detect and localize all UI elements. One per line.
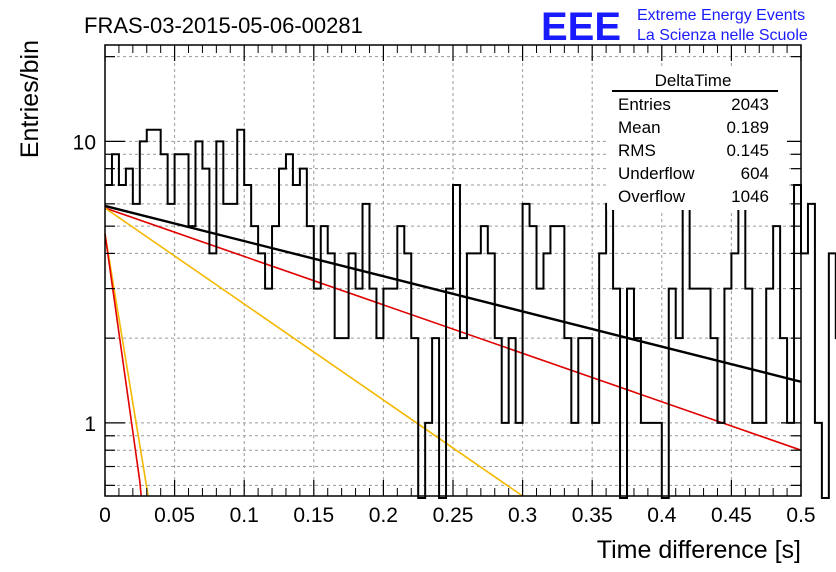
y-tick-label: 1 [84, 413, 96, 436]
stats-row-value: 1046 [731, 187, 769, 206]
eee-logo-letters: EEE [541, 5, 621, 49]
x-tick-label: 0.05 [154, 504, 195, 527]
stats-row-value: 604 [741, 164, 769, 183]
y-tick-label: 10 [73, 131, 96, 154]
chart-title: FRAS-03-2015-05-06-00281 [84, 13, 363, 38]
histogram [105, 128, 836, 499]
x-tick-labels: 0 0.05 0.1 0.15 0.2 0.25 0.3 0.35 0.4 0.45 0.5 [99, 504, 815, 527]
fit-line [104, 233, 149, 497]
x-tick-label: 0 [99, 504, 111, 527]
fit-lines [104, 204, 802, 497]
y-tick-labels: 1 10 [73, 131, 96, 436]
x-tick-label: 0.1 [230, 504, 259, 527]
stats-box-rows: Entries 2043 Mean 0.189 RMS 0.145 Underflow 604… [618, 95, 769, 206]
stats-box: DeltaTime Entries 2043 Mean 0.189 RMS 0.145 Un… [607, 66, 787, 210]
stats-row-label: RMS [618, 141, 656, 160]
fit-line [104, 207, 524, 497]
plot-frame [104, 44, 802, 497]
eee-logo: EEE Extreme Energy Events La Scienza nel… [541, 5, 808, 49]
y-axis-label: Entries/bin [16, 40, 44, 158]
stats-row-value: 0.189 [726, 118, 769, 137]
x-tick-label: 0.45 [711, 504, 752, 527]
stats-row-label: Entries [618, 95, 671, 114]
stats-box-title: DeltaTime [655, 71, 732, 90]
stats-row-value: 0.145 [726, 141, 769, 160]
stats-row-label: Overflow [618, 187, 686, 206]
fit-line [104, 207, 802, 451]
x-tick-label: 0.3 [508, 504, 537, 527]
x-tick-label: 0.25 [433, 504, 474, 527]
x-tick-label: 0.5 [786, 504, 815, 527]
stats-row-value: 2043 [731, 95, 769, 114]
stats-row-label: Mean [618, 118, 661, 137]
x-tick-label: 0.2 [369, 504, 398, 527]
eee-logo-line2: La Scienza nelle Scuole [637, 27, 808, 44]
x-axis-label: Time difference [s] [597, 536, 801, 564]
histogram-steps [105, 128, 836, 499]
eee-logo-line1: Extreme Energy Events [637, 7, 805, 24]
x-tick-label: 0.35 [572, 504, 613, 527]
x-tick-label: 0.4 [647, 504, 677, 527]
x-tick-label: 0.15 [293, 504, 334, 527]
fit-line [104, 204, 802, 383]
stats-row-label: Underflow [618, 164, 695, 183]
fit-line [104, 233, 142, 497]
